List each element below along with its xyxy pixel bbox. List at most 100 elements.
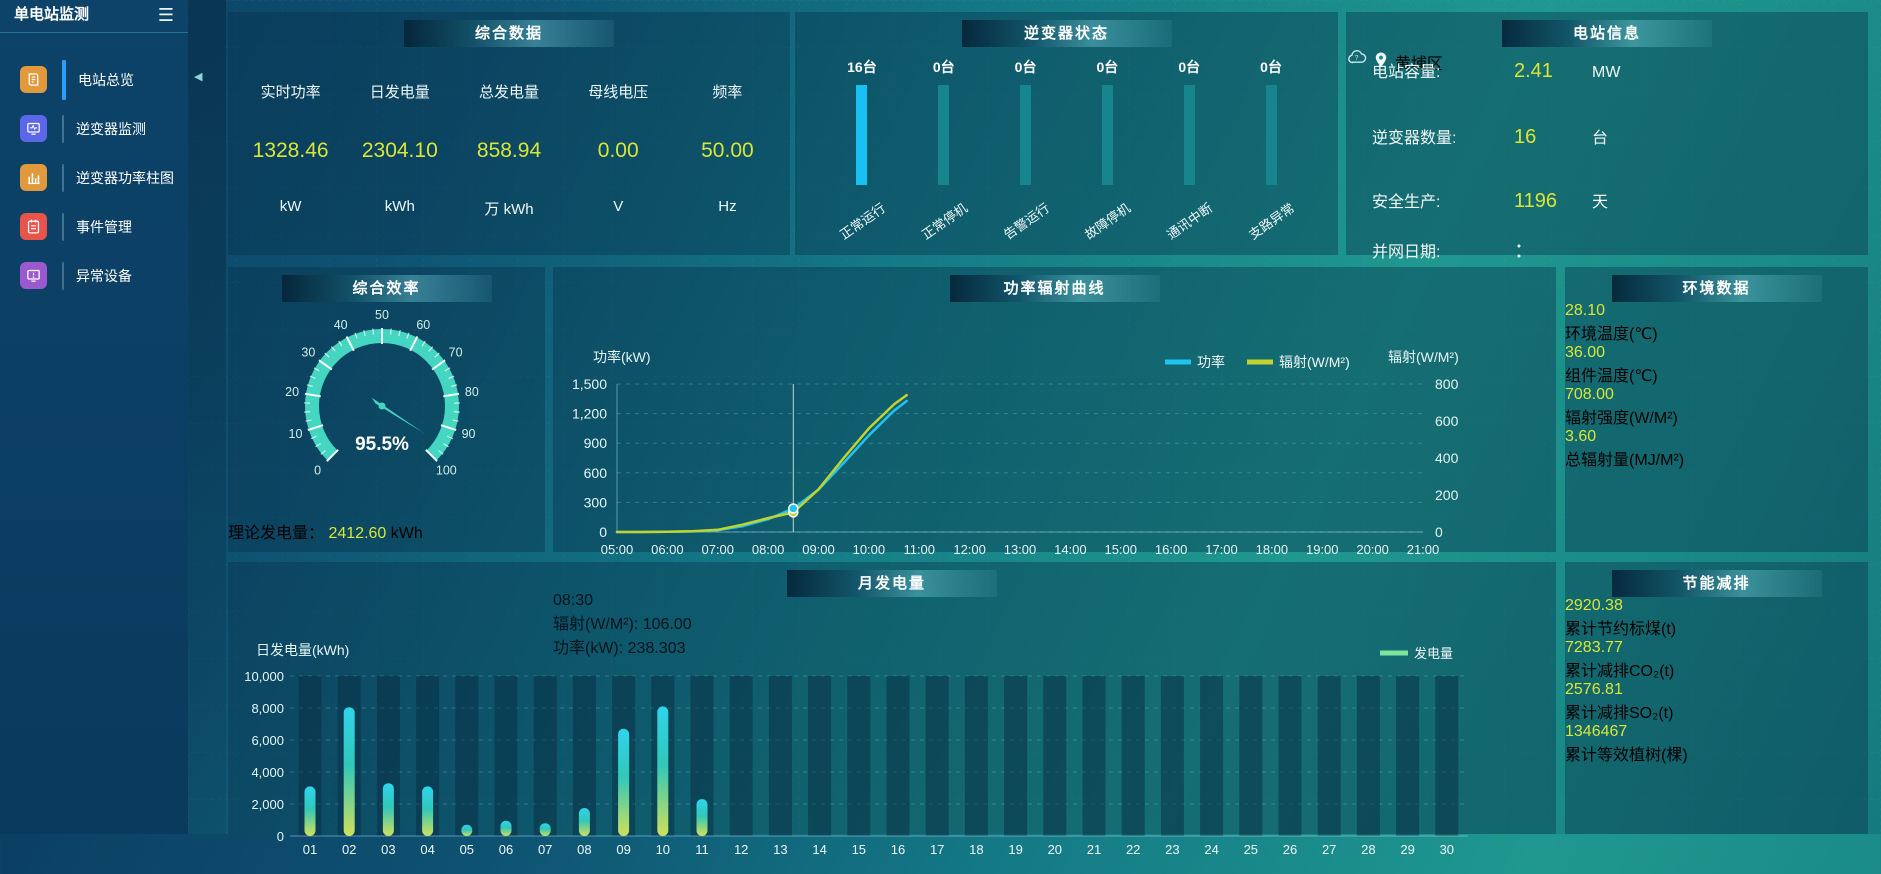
- svg-text:20: 20: [1048, 842, 1062, 857]
- metric-unit: kWh: [345, 198, 454, 215]
- svg-text:95.5%: 95.5%: [355, 434, 409, 455]
- svg-text:29: 29: [1400, 842, 1414, 857]
- stat-label: 总辐射量(MJ/M²): [1565, 446, 1868, 470]
- svg-text:2,000: 2,000: [251, 797, 284, 812]
- svg-text:1,500: 1,500: [572, 376, 607, 392]
- inverter-status-label: 支路异常: [1244, 198, 1298, 243]
- svg-text:08: 08: [577, 842, 591, 857]
- collapse-sidebar-button[interactable]: ◀: [194, 70, 202, 83]
- monthly-generation-chart[interactable]: 10,0008,0006,0004,0002,0000日发电量(kWh)发电量0…: [228, 597, 1556, 869]
- stat-value: 7283.77: [1565, 639, 1868, 657]
- stat-value: 708.00: [1565, 386, 1868, 404]
- svg-text:20: 20: [285, 385, 299, 399]
- svg-text:80: 80: [465, 385, 479, 399]
- metric-value: 858.94: [454, 139, 563, 163]
- stat-label: 组件温度(℃): [1565, 362, 1868, 386]
- svg-text:发电量: 发电量: [1414, 646, 1453, 661]
- station-info-value: 1196: [1514, 190, 1578, 213]
- metric-value: 1328.46: [236, 139, 345, 163]
- svg-text:辐射(W/M²): 辐射(W/M²): [1388, 349, 1459, 365]
- svg-text:21: 21: [1087, 842, 1101, 857]
- svg-text:11: 11: [695, 842, 709, 857]
- svg-text:05:00: 05:00: [601, 542, 634, 557]
- sidebar-item[interactable]: 逆变器功率柱图: [0, 153, 188, 202]
- svg-text:300: 300: [584, 494, 608, 510]
- sidebar-item[interactable]: 电站总览: [0, 55, 188, 104]
- metric-label: 频率: [673, 81, 782, 102]
- sidebar-item-label: 逆变器监测: [76, 119, 146, 139]
- svg-text:600: 600: [1435, 413, 1459, 429]
- svg-text:16:00: 16:00: [1155, 542, 1188, 557]
- stat-value: 2576.81: [1565, 681, 1868, 699]
- photo-sky: [1660, 74, 1854, 200]
- power-bars-icon: [20, 164, 47, 191]
- svg-text:26: 26: [1283, 842, 1297, 857]
- theory-generation-value: 2412.60: [328, 525, 386, 542]
- svg-text:10:00: 10:00: [853, 542, 886, 557]
- inverter-monitor-icon: [20, 115, 47, 142]
- svg-text:04: 04: [420, 842, 434, 857]
- stat-label: 累计减排SO₂(t): [1565, 699, 1868, 723]
- svg-text:90: 90: [462, 427, 476, 441]
- svg-text:功率: 功率: [1197, 354, 1225, 370]
- station-info-unit: 台: [1592, 124, 1608, 148]
- svg-text:0: 0: [1435, 524, 1443, 540]
- abnormal-device-icon: [20, 262, 47, 289]
- inverter-status-bar: [1266, 85, 1277, 185]
- svg-text:4,000: 4,000: [251, 765, 284, 780]
- inverter-status-bar: [1102, 85, 1113, 185]
- svg-text:14: 14: [812, 842, 826, 857]
- sidebar-menu: 电站总览逆变器监测逆变器功率柱图事件管理异常设备: [0, 33, 188, 300]
- menu-active-indicator: [62, 213, 64, 241]
- svg-text:日发电量(kWh): 日发电量(kWh): [256, 642, 349, 658]
- svg-text:05: 05: [460, 842, 474, 857]
- metric-value: 0.00: [564, 139, 673, 163]
- svg-text:02: 02: [342, 842, 356, 857]
- svg-text:100: 100: [436, 463, 457, 477]
- svg-text:19: 19: [1008, 842, 1022, 857]
- metric-label: 日发电量: [345, 81, 454, 102]
- svg-text:30: 30: [301, 346, 315, 360]
- svg-text:15: 15: [852, 842, 866, 857]
- overview-icon: [20, 66, 47, 93]
- inverter-status-title: 逆变器状态: [962, 20, 1172, 47]
- svg-text:70: 70: [449, 346, 463, 360]
- inverter-status-bar: [1184, 85, 1195, 185]
- station-info-row: 并网日期:：: [1372, 234, 1592, 263]
- hamburger-menu-icon[interactable]: ☰: [158, 0, 174, 30]
- sidebar-item-label: 异常设备: [76, 266, 132, 286]
- inverter-status-column: 0台正常停机: [903, 57, 985, 231]
- station-info-label: 逆变器数量:: [1372, 124, 1514, 148]
- metric-label: 总发电量: [454, 81, 563, 102]
- svg-text:50: 50: [375, 308, 389, 322]
- stat-label: 环境温度(℃): [1565, 320, 1868, 344]
- station-info-title: 电站信息: [1502, 20, 1712, 47]
- cloud-icon: ?: [1346, 47, 1368, 69]
- event-manage-icon: [20, 213, 47, 240]
- svg-text:17: 17: [930, 842, 944, 857]
- sidebar-item[interactable]: 逆变器监测: [0, 104, 188, 153]
- station-info-unit: 天: [1592, 188, 1608, 212]
- power-radiation-chart[interactable]: 1,5001,20090060030008006004002000功率(kW)辐…: [553, 302, 1556, 587]
- svg-text:09: 09: [616, 842, 630, 857]
- svg-text:12:00: 12:00: [953, 542, 986, 557]
- stat-label: 累计节约标煤(t): [1565, 615, 1868, 639]
- theory-generation-unit: kWh: [391, 525, 423, 542]
- sidebar-item[interactable]: 事件管理: [0, 202, 188, 251]
- svg-text:400: 400: [1435, 450, 1459, 466]
- sidebar-item[interactable]: 异常设备: [0, 251, 188, 300]
- stat-value: 2920.38: [1565, 597, 1868, 615]
